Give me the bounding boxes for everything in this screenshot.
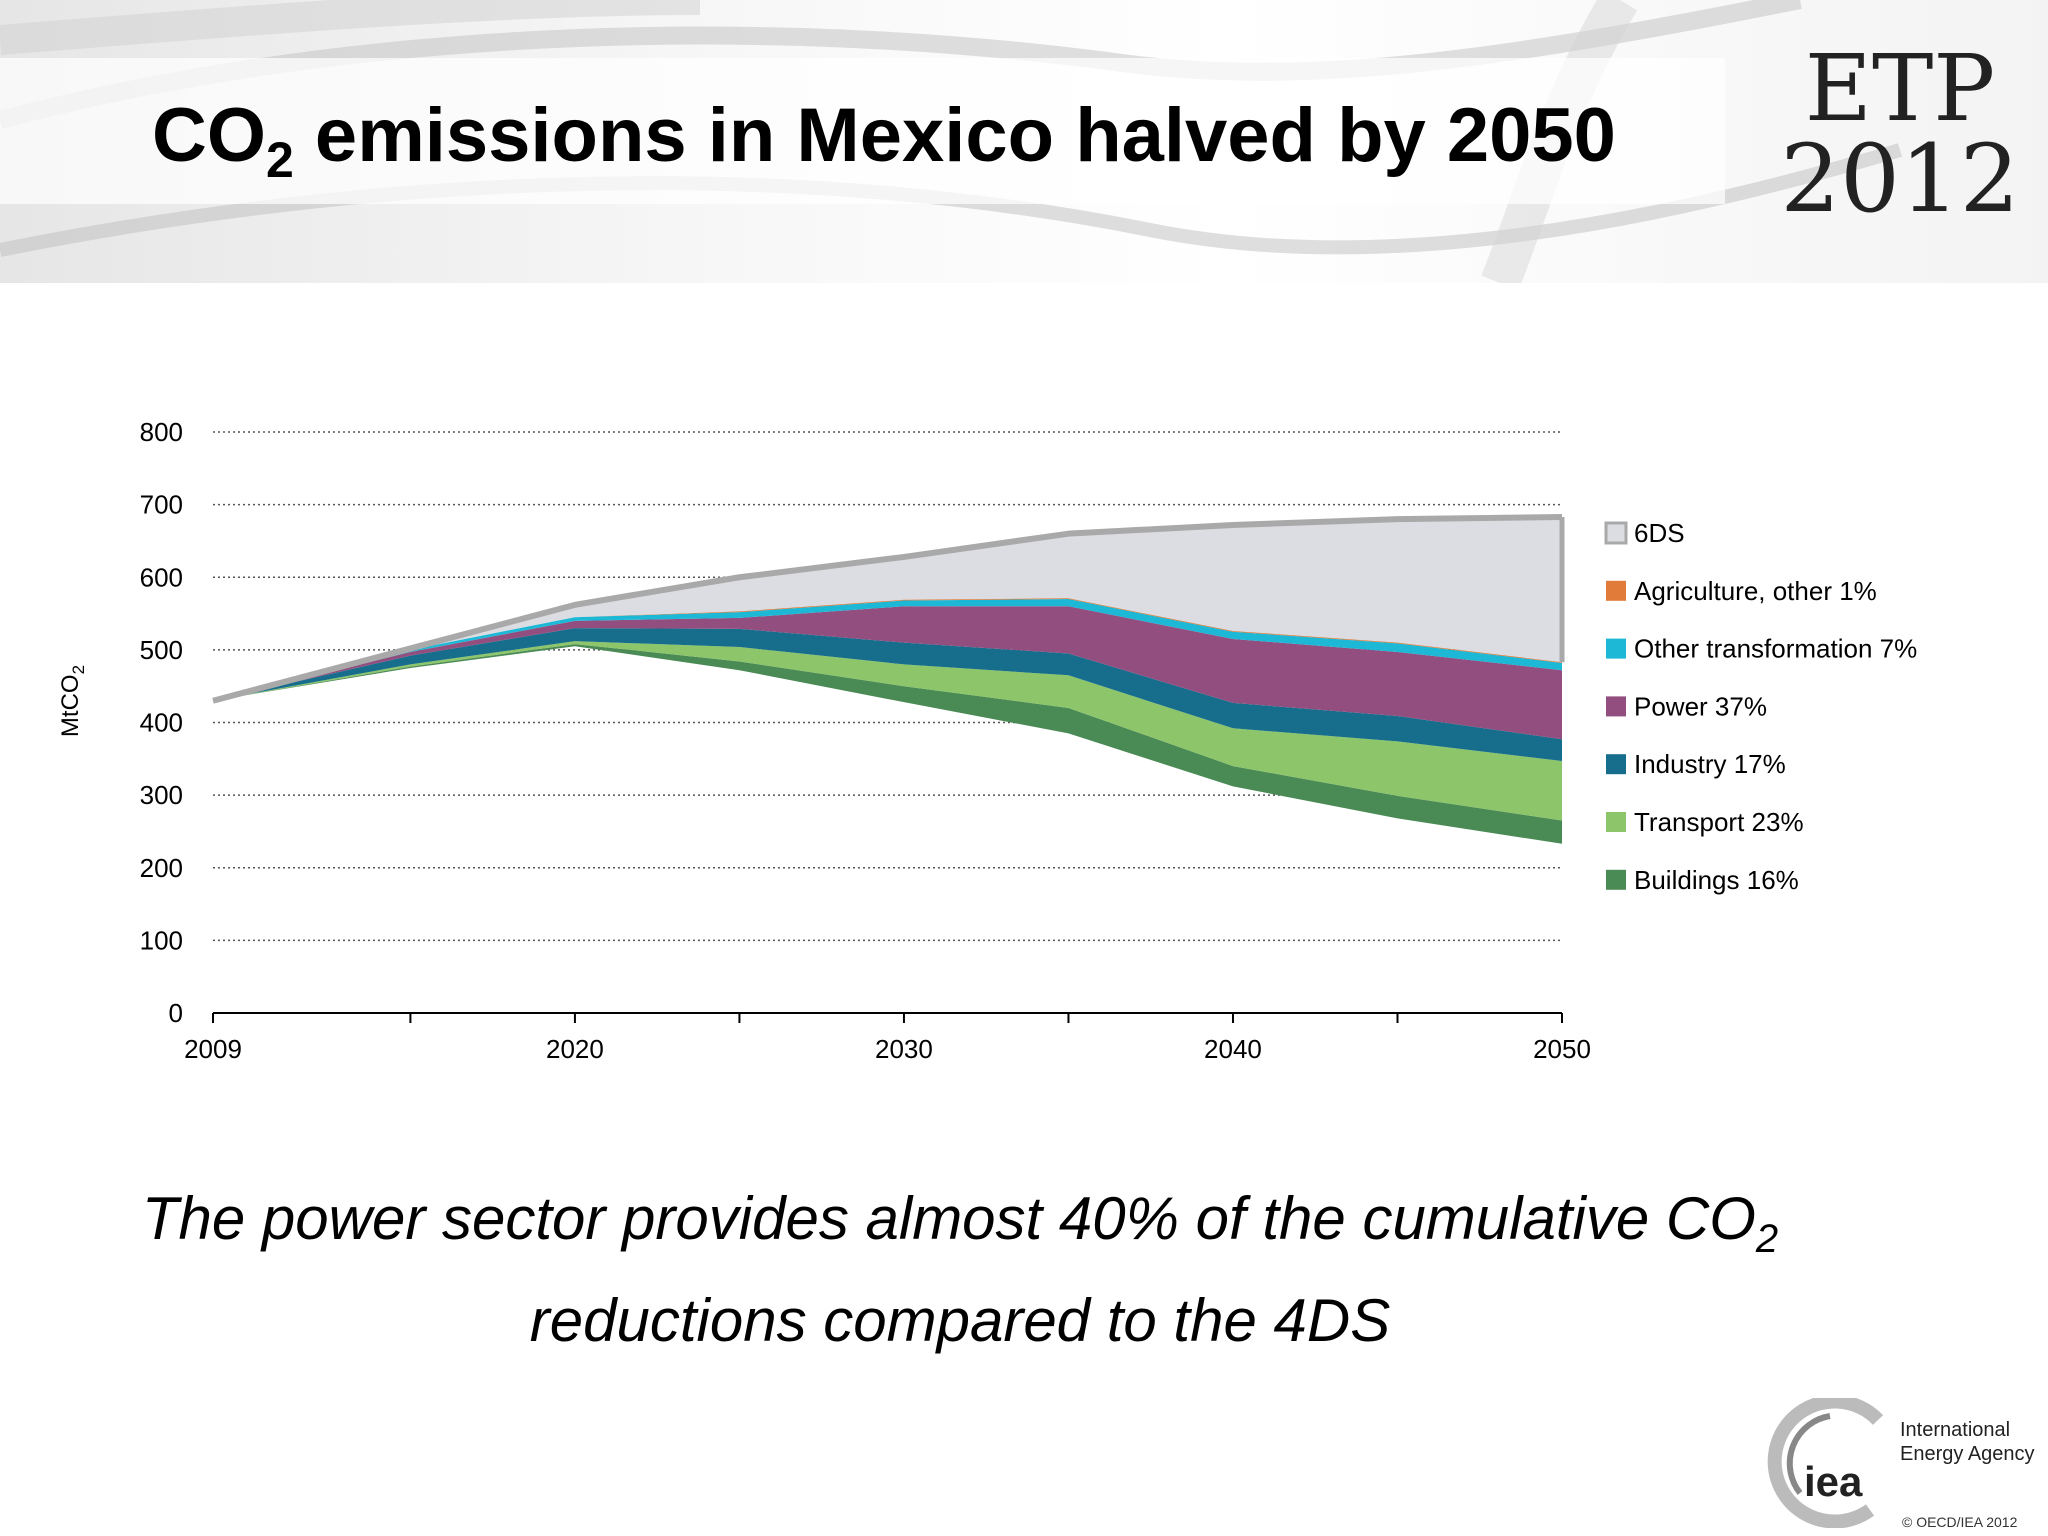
y-tick-label: 100 bbox=[140, 925, 183, 955]
y-tick-label: 300 bbox=[140, 780, 183, 810]
copyright-notice: © OECD/IEA 2012 bbox=[1902, 1514, 2018, 1530]
area-series-2 bbox=[213, 628, 1562, 761]
y-tick-label: 200 bbox=[140, 853, 183, 883]
legend-label: Other transformation 7% bbox=[1634, 634, 1917, 664]
emissions-chart: 0 100 200 300 400 500 600 700 800 2009 2020 2030 204… bbox=[57, 417, 1917, 1064]
etp-badge: ETP 2012 bbox=[1780, 35, 2020, 235]
title-subscript: 2 bbox=[266, 132, 294, 189]
area-series-3 bbox=[213, 606, 1562, 740]
area-layer bbox=[212, 513, 1565, 844]
x-tick-label: 2040 bbox=[1204, 1034, 1262, 1064]
line-6ds bbox=[212, 513, 1563, 704]
iea-logo-mark: iea bbox=[1804, 1458, 1863, 1505]
iea-logo-name-line2: Energy Agency bbox=[1900, 1443, 2035, 1465]
header-banner: CO2 emissions in Mexico halved by 2050 E… bbox=[0, 0, 2048, 283]
legend-swatch bbox=[1606, 696, 1626, 717]
x-tick-label: 2030 bbox=[875, 1034, 933, 1064]
iea-logo: iea International Energy Agency bbox=[1767, 1398, 2035, 1528]
legend-swatch bbox=[1606, 869, 1626, 890]
area-6ds bbox=[213, 516, 1562, 701]
x-tick-label: 2020 bbox=[546, 1034, 604, 1064]
etp-badge-line2: 2012 bbox=[1780, 125, 2020, 235]
y-axis-label-main: MtCO bbox=[57, 674, 84, 737]
area-series-1 bbox=[213, 641, 1562, 821]
slide-caption: The power sector provides almost 40% of … bbox=[60, 1178, 1860, 1362]
y-tick-label: 600 bbox=[140, 562, 183, 592]
legend-swatch bbox=[1606, 580, 1626, 601]
iea-logo-name-line1: International bbox=[1900, 1419, 2010, 1441]
caption-subscript: 2 bbox=[1755, 1217, 1779, 1261]
y-axis-label: MtCO2 bbox=[57, 665, 88, 737]
etp-badge-line1: ETP bbox=[1804, 35, 1996, 142]
y-tick-label: 400 bbox=[140, 708, 183, 738]
title-text-post: emissions in Mexico halved by 2050 bbox=[293, 93, 1616, 178]
x-tick-label: 2009 bbox=[184, 1034, 242, 1064]
y-axis-label-sub: 2 bbox=[69, 665, 88, 674]
legend-layer: 6DS Agriculture, other 1% Other transforma… bbox=[1604, 518, 1917, 895]
title-band bbox=[0, 58, 1725, 204]
legend-label: Agriculture, other 1% bbox=[1634, 576, 1877, 606]
legend-label: Power 37% bbox=[1634, 691, 1767, 721]
caption-line1-text: The power sector provides almost 40% of … bbox=[141, 1185, 1756, 1252]
y-tick-label: 500 bbox=[140, 635, 183, 665]
y-tick-label: 0 bbox=[169, 998, 183, 1028]
legend-label: Buildings 16% bbox=[1634, 865, 1799, 895]
legend-swatch bbox=[1606, 638, 1626, 659]
y-tick-label: 800 bbox=[140, 417, 183, 447]
x-tick-label: 2050 bbox=[1533, 1034, 1591, 1064]
axis-layer: 0 100 200 300 400 500 600 700 800 2009 2020 2030 204… bbox=[140, 417, 1591, 1064]
area-series-0 bbox=[213, 644, 1562, 844]
legend-swatch bbox=[1604, 521, 1628, 545]
legend-swatch bbox=[1606, 754, 1626, 775]
legend-label: Industry 17% bbox=[1634, 749, 1786, 779]
legend-swatch bbox=[1606, 812, 1626, 832]
title-text-pre: CO bbox=[152, 93, 266, 178]
area-series-4 bbox=[213, 599, 1562, 701]
y-tick-label: 700 bbox=[140, 490, 183, 520]
legend-label: Transport 23% bbox=[1634, 807, 1804, 837]
caption-line2-text: reductions compared to the 4DS bbox=[529, 1287, 1391, 1354]
page-title: CO2 emissions in Mexico halved by 2050 bbox=[152, 92, 1616, 189]
legend-label: 6DS bbox=[1634, 518, 1685, 548]
